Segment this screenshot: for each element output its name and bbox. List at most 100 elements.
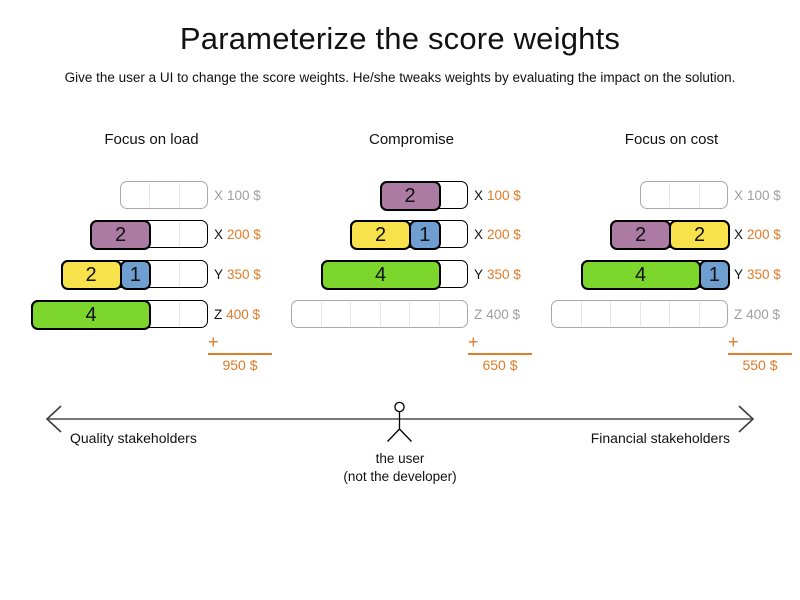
cost-label: 350 $: [747, 266, 781, 282]
cell-divider: [149, 183, 150, 207]
cost-label: 100 $: [747, 187, 781, 203]
page-title: Parameterize the score weights: [179, 21, 621, 56]
process-block-purple: 2: [90, 220, 151, 250]
plus-sign: +: [468, 332, 479, 352]
row-label: X 200 $: [474, 220, 521, 248]
panel-3: Focus on cost X 100 $2 2 X 200 $4 1 Y 350 $ Z 400 …: [551, 131, 792, 383]
weight-row-box: [551, 300, 728, 328]
total-amount: 950 $: [222, 357, 258, 373]
page-subtitle: Give the user a UI to change the score w…: [64, 70, 736, 85]
cost-label: 200 $: [747, 226, 781, 242]
cell-divider: [669, 183, 670, 207]
cell-divider: [178, 302, 180, 326]
process-block-blue: 1: [409, 220, 441, 250]
process-block-green: 4: [31, 300, 151, 330]
computer-letter: X: [734, 226, 744, 242]
cell-divider: [438, 302, 440, 326]
row-label: Y 350 $: [214, 260, 261, 288]
process-block-yellow: 2: [350, 220, 411, 250]
row-label: X 200 $: [214, 220, 261, 248]
cell-divider: [409, 302, 410, 326]
user-sublabel: (not the developer): [343, 469, 457, 484]
cost-label: 200 $: [487, 226, 521, 242]
weight-row-box: [119, 181, 208, 209]
row-label: X 100 $: [214, 181, 261, 209]
panel-2: Compromise 2 X 100 $2 1 X 200 $4 Y 350 $ Z 400 $ +6…: [291, 131, 532, 383]
total-amount: 550 $: [742, 357, 778, 373]
panel-title: Focus on load: [104, 131, 199, 148]
computer-letter: X: [474, 226, 484, 242]
weight-row-box: 4: [320, 260, 468, 290]
cell-divider: [669, 302, 670, 326]
cell-divider: [610, 302, 611, 326]
computer-letter: Z: [474, 306, 483, 322]
cell-divider: [320, 302, 322, 326]
computer-letter: Z: [214, 306, 223, 322]
cell-divider: [379, 302, 381, 326]
sum-line: [468, 353, 532, 355]
total-amount: 650 $: [482, 357, 518, 373]
plus-sign: +: [728, 332, 739, 352]
cell-divider: [178, 262, 180, 286]
cost-label: 400 $: [746, 306, 781, 322]
process-block-green: 4: [320, 260, 441, 290]
computer-letter: X: [474, 187, 484, 203]
panel-title: Compromise: [368, 131, 455, 148]
process-block-green: 4: [580, 260, 701, 290]
cell-divider: [698, 183, 700, 207]
cell-divider: [580, 302, 582, 326]
process-block-purple: 2: [379, 181, 441, 211]
right-arrowhead-icon: [738, 405, 755, 433]
cost-label: 100 $: [487, 187, 521, 203]
sum-line: [208, 353, 272, 355]
plus-sign: +: [208, 332, 219, 352]
weight-row-box: 2: [379, 181, 468, 211]
cost-label: 400 $: [486, 306, 521, 322]
process-block-blue: 1: [119, 260, 151, 290]
weight-row-box: 2: [90, 220, 208, 250]
computer-letter: X: [214, 226, 224, 242]
user-stick-figure-icon: [387, 401, 412, 442]
computer-letter: X: [214, 187, 224, 203]
computer-letter: Y: [734, 266, 744, 282]
sum-line: [728, 353, 792, 355]
process-block-yellow: 2: [60, 260, 122, 290]
weight-row-box: [639, 181, 728, 209]
cell-divider: [698, 302, 700, 326]
computer-letter: Z: [734, 306, 743, 322]
financial-stakeholders-label: Financial stakeholders: [590, 430, 730, 446]
row-label: X 200 $: [734, 220, 781, 248]
stakeholder-axis-graphic: [45, 401, 755, 442]
cost-label: 350 $: [227, 266, 261, 282]
cost-label: 350 $: [487, 266, 521, 282]
cell-divider: [178, 183, 180, 207]
left-arrowhead-icon: [45, 405, 62, 433]
user-label: the user: [375, 451, 425, 466]
row-label: Z 400 $: [734, 300, 780, 328]
row-label: Z 400 $: [214, 300, 260, 328]
row-label: Y 350 $: [474, 260, 521, 288]
cost-label: 400 $: [226, 306, 261, 322]
computer-letter: Y: [474, 266, 484, 282]
row-label: X 100 $: [474, 181, 521, 209]
process-block-yellow: 2: [669, 220, 730, 250]
computer-letter: X: [734, 187, 744, 203]
process-block-blue: 1: [698, 260, 730, 290]
row-label: Y 350 $: [734, 260, 781, 288]
weight-row-box: [291, 300, 468, 328]
weight-row-box: 4: [31, 300, 208, 330]
process-block-purple: 2: [610, 220, 671, 250]
panel-title: Focus on cost: [624, 131, 719, 148]
row-label: Z 400 $: [474, 300, 520, 328]
computer-letter: Y: [214, 266, 224, 282]
quality-stakeholders-label: Quality stakeholders: [70, 430, 197, 446]
cell-divider: [350, 302, 351, 326]
cost-label: 100 $: [227, 187, 261, 203]
cell-divider: [639, 302, 641, 326]
cost-label: 200 $: [227, 226, 261, 242]
panel-1: Focus on load X 100 $2 X 200 $2 1 Y 350 $4 Z 400 …: [31, 131, 272, 383]
